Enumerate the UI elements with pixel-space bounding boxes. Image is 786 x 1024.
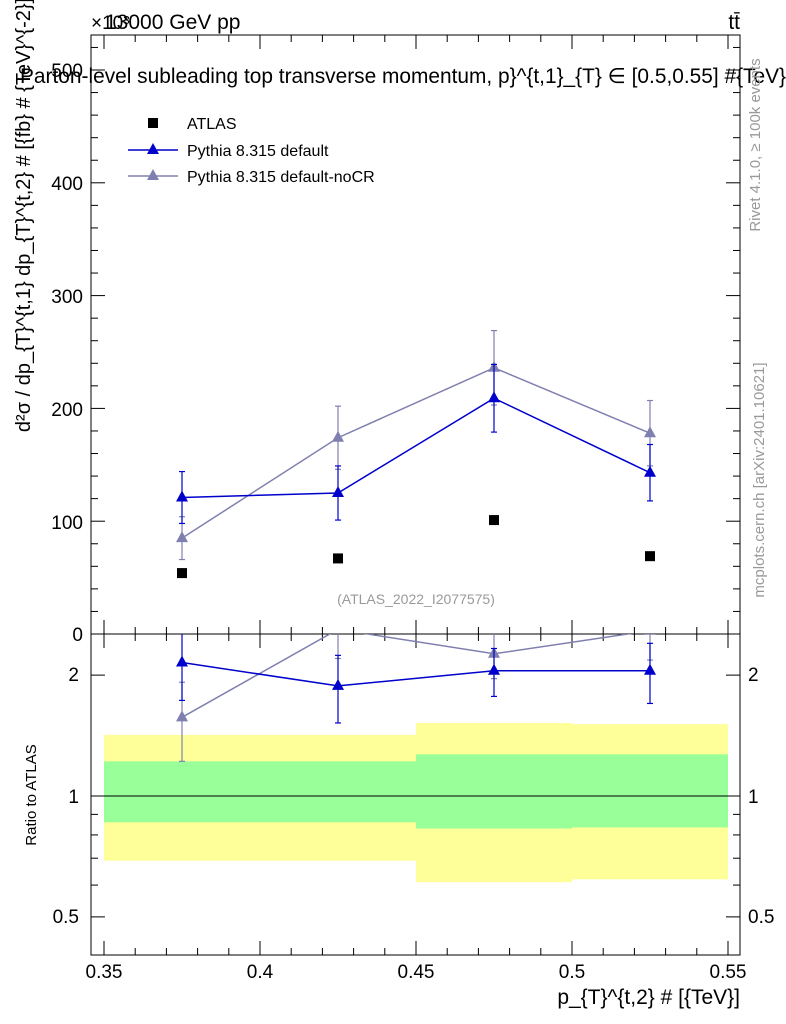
atlas-data-point bbox=[333, 553, 343, 564]
ratio-y-tick-labels: 0.5 1 2 0.5 1 2 bbox=[53, 665, 775, 928]
atlas-data-point bbox=[489, 515, 499, 526]
mcplots-label: mcplots.cern.ch [arXiv:2401.10621] bbox=[751, 362, 768, 597]
legend: ATLAS Pythia 8.315 default Pythia 8.315 … bbox=[128, 116, 375, 186]
x-tick-label: 0.4 bbox=[247, 962, 274, 983]
process-label: tt̄ bbox=[728, 11, 740, 34]
plot-title: Parton-level subleading top transverse m… bbox=[20, 65, 786, 88]
energy-label: 13000 GeV pp bbox=[105, 11, 240, 34]
ratio-tick-label: 1 bbox=[68, 787, 79, 808]
data-point bbox=[332, 486, 344, 497]
legend-marker-default bbox=[147, 143, 159, 154]
atlas-data-point bbox=[645, 551, 655, 562]
data-point bbox=[176, 490, 188, 502]
data-point bbox=[176, 531, 188, 543]
series-line bbox=[181, 366, 651, 539]
ratio-data-point bbox=[644, 634, 656, 635]
y-tick-label: 100 bbox=[51, 513, 83, 534]
ratio-tick-label-right: 0.5 bbox=[748, 907, 774, 928]
y-tick-label: 300 bbox=[51, 287, 83, 308]
band-green bbox=[416, 754, 572, 829]
series-line bbox=[181, 397, 651, 499]
band-green bbox=[572, 754, 728, 828]
x-tick-label: 0.5 bbox=[559, 962, 585, 983]
legend-marker-atlas bbox=[148, 118, 158, 128]
x-tick-label: 0.45 bbox=[398, 962, 435, 983]
ratio-data-layer bbox=[176, 622, 656, 762]
legend-label-default: Pythia 8.315 default bbox=[187, 143, 329, 160]
ratio-y-axis-title: Ratio to ATLAS bbox=[23, 744, 40, 845]
main-y-tick-labels: 0 100 200 300 400 500 bbox=[51, 61, 83, 646]
ratio-data-point bbox=[176, 710, 188, 722]
ratio-series-line bbox=[181, 661, 650, 687]
ratio-data-point bbox=[332, 678, 344, 690]
ratio-data-point bbox=[332, 622, 344, 633]
x-tick-label: 0.35 bbox=[86, 962, 123, 983]
legend-label-atlas: ATLAS bbox=[187, 116, 237, 133]
ratio-series-line bbox=[181, 634, 633, 718]
ratio-data-point bbox=[176, 655, 188, 667]
data-point bbox=[644, 426, 656, 438]
atlas-data-point bbox=[177, 568, 187, 579]
y-tick-label: 0 bbox=[72, 625, 83, 646]
y-tick-label: 400 bbox=[51, 174, 83, 195]
ratio-data-point bbox=[488, 663, 500, 675]
rivet-version-label: Rivet 4.1.0, ≥ 100k events bbox=[747, 58, 764, 231]
band-green bbox=[104, 761, 416, 823]
x-axis-title: p_{T}^{t,2} # [{TeV}] bbox=[557, 986, 740, 1009]
legend-label-nocr: Pythia 8.315 default-noCR bbox=[187, 169, 375, 186]
ratio-tick-label-right: 2 bbox=[748, 665, 759, 686]
x-tick-label: 0.55 bbox=[710, 962, 747, 983]
x-tick-labels: 0.35 0.4 0.45 0.5 0.55 bbox=[86, 962, 747, 983]
exponent-label: ×10³ bbox=[91, 13, 130, 34]
data-point bbox=[644, 465, 656, 477]
ratio-tick-label: 0.5 bbox=[53, 907, 79, 928]
main-y-axis-title: d²σ / dp_{T}^{t,1} dp_{T}^{t,2} # [{fb} … bbox=[13, 0, 35, 432]
ratio-tick-label: 2 bbox=[68, 665, 79, 686]
data-point bbox=[488, 391, 500, 403]
ratio-uncertainty-bands bbox=[104, 722, 728, 883]
analysis-watermark: (ATLAS_2022_I2077575) bbox=[337, 591, 495, 607]
main-data-layer bbox=[176, 329, 656, 579]
ratio-tick-label-right: 1 bbox=[748, 787, 759, 808]
legend-marker-nocr bbox=[147, 169, 159, 180]
ratio-data-point bbox=[644, 663, 656, 675]
y-tick-label: 500 bbox=[51, 61, 83, 82]
axis-ticks bbox=[91, 35, 740, 955]
data-point bbox=[332, 430, 344, 442]
y-tick-label: 200 bbox=[51, 400, 83, 421]
